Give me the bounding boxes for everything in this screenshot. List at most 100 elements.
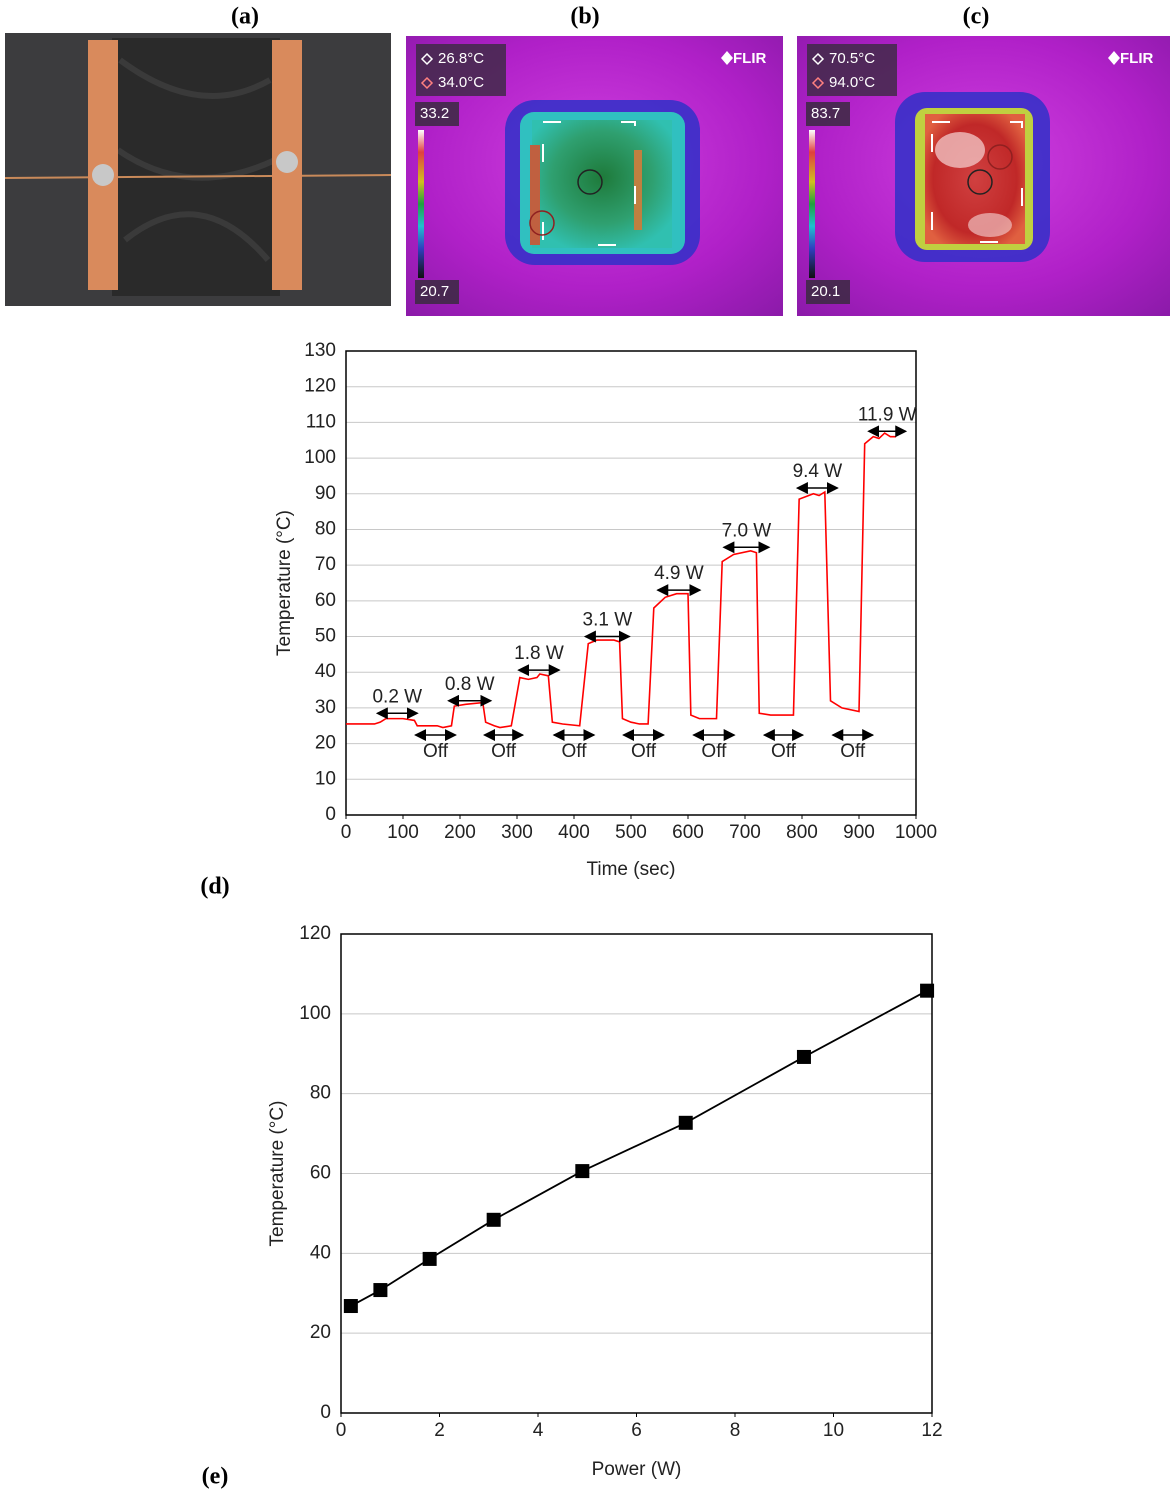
x-axis-label: Power (W) <box>592 1459 682 1480</box>
brand: FLIR <box>1120 50 1153 67</box>
y-axis-label: Temperature (°C) <box>274 510 295 656</box>
y-tick-label: 0 <box>320 1402 331 1423</box>
scale-box <box>806 102 850 126</box>
y-tick-label: 70 <box>315 554 336 575</box>
y-tick-label: 30 <box>315 697 336 718</box>
panel-label: (a) <box>231 4 259 30</box>
y-tick-label: 120 <box>304 376 336 397</box>
scale-box <box>806 280 850 304</box>
electrode <box>530 145 540 245</box>
hot-spot <box>968 213 1012 237</box>
x-tick-label: 1000 <box>895 822 937 843</box>
plot-frame <box>345 350 917 816</box>
x-tick-label: 0 <box>336 1420 347 1441</box>
annotation: 3.1 W <box>583 610 633 631</box>
x-tick-label: 8 <box>730 1420 741 1441</box>
y-tick-label: 60 <box>310 1163 331 1184</box>
annotation: Off <box>701 741 727 762</box>
x-tick-label: 300 <box>501 822 533 843</box>
x-tick-label: 12 <box>921 1420 942 1441</box>
y-tick-label: 80 <box>315 518 336 539</box>
hot-spot <box>935 132 985 168</box>
annotation: 0.8 W <box>445 674 495 695</box>
y-tick-label: 110 <box>306 411 336 432</box>
y-tick-label: 80 <box>310 1083 331 1104</box>
annotation: Off <box>562 741 588 762</box>
reading-box <box>807 44 897 96</box>
y-tick-label: 130 <box>304 340 336 361</box>
annotation: Off <box>423 741 449 762</box>
x-tick-label: 800 <box>786 822 818 843</box>
x-tick-label: 100 <box>387 822 419 843</box>
data-point <box>575 1164 590 1179</box>
x-tick-label: 2 <box>434 1420 445 1441</box>
brand-logo <box>1108 51 1120 65</box>
scale-min: 20.1 <box>811 283 840 300</box>
scale-max: 83.7 <box>811 105 840 122</box>
reading-icon <box>811 52 825 66</box>
x-tick-label: 10 <box>823 1420 844 1441</box>
data-line <box>350 989 928 1307</box>
reading-icon <box>420 52 434 66</box>
y-tick-label: 0 <box>325 804 336 825</box>
scale-min: 20.7 <box>420 283 449 300</box>
data-point <box>796 1049 811 1064</box>
spot-marker <box>967 169 993 195</box>
panel-label: (b) <box>570 4 599 30</box>
data-point <box>422 1251 437 1266</box>
panel-label: (c) <box>963 4 990 30</box>
x-tick-label: 500 <box>615 822 647 843</box>
reading-box <box>416 44 506 96</box>
y-tick-label: 20 <box>315 733 336 754</box>
y-tick-label: 100 <box>304 447 336 468</box>
x-tick-label: 600 <box>672 822 704 843</box>
y-tick-label: 50 <box>315 626 336 647</box>
annotation: Off <box>840 741 866 762</box>
photo <box>4 33 392 306</box>
data-line <box>346 432 897 729</box>
y-axis-label: Temperature (°C) <box>267 1101 288 1247</box>
scale-box <box>415 280 459 304</box>
spot-marker <box>529 210 555 236</box>
y-tick-label: 100 <box>299 1003 331 1024</box>
x-tick-label: 700 <box>729 822 761 843</box>
annotation: 1.8 W <box>514 643 564 664</box>
annotation: 0.2 W <box>372 686 422 707</box>
y-tick-label: 10 <box>315 768 336 789</box>
scale-box <box>415 102 459 126</box>
annotation: 11.9 W <box>858 404 917 425</box>
x-axis-label: Time (sec) <box>586 859 675 880</box>
scale-max: 33.2 <box>420 105 449 122</box>
y-tick-label: 90 <box>315 483 336 504</box>
color-bar <box>809 130 815 278</box>
data-point <box>373 1283 388 1298</box>
y-tick-label: 40 <box>315 661 336 682</box>
annotation: Off <box>631 741 657 762</box>
panel-label: (d) <box>200 874 229 900</box>
y-tick-label: 120 <box>299 923 331 944</box>
annotation: 4.9 W <box>654 563 704 584</box>
annotation: 9.4 W <box>793 461 843 482</box>
data-point <box>678 1115 693 1130</box>
reading-icon <box>811 76 825 90</box>
y-tick-label: 40 <box>310 1242 331 1263</box>
data-point <box>343 1299 358 1314</box>
temperature-reading: 26.8°C <box>438 50 484 67</box>
plot-frame <box>340 933 933 1414</box>
panel-label: (e) <box>202 1464 229 1490</box>
x-tick-label: 900 <box>843 822 875 843</box>
color-bar <box>418 130 424 278</box>
data-point <box>486 1212 501 1227</box>
x-tick-label: 4 <box>533 1420 544 1441</box>
x-tick-label: 6 <box>631 1420 642 1441</box>
electrode <box>634 150 642 230</box>
x-tick-label: 200 <box>444 822 476 843</box>
y-tick-label: 60 <box>315 590 336 611</box>
temperature-reading: 70.5°C <box>829 50 875 67</box>
spot-marker <box>987 144 1013 170</box>
temperature-reading: 34.0°C <box>438 74 484 91</box>
temperature-reading: 94.0°C <box>829 74 875 91</box>
spot-marker <box>577 169 603 195</box>
annotation: 7.0 W <box>722 520 772 541</box>
